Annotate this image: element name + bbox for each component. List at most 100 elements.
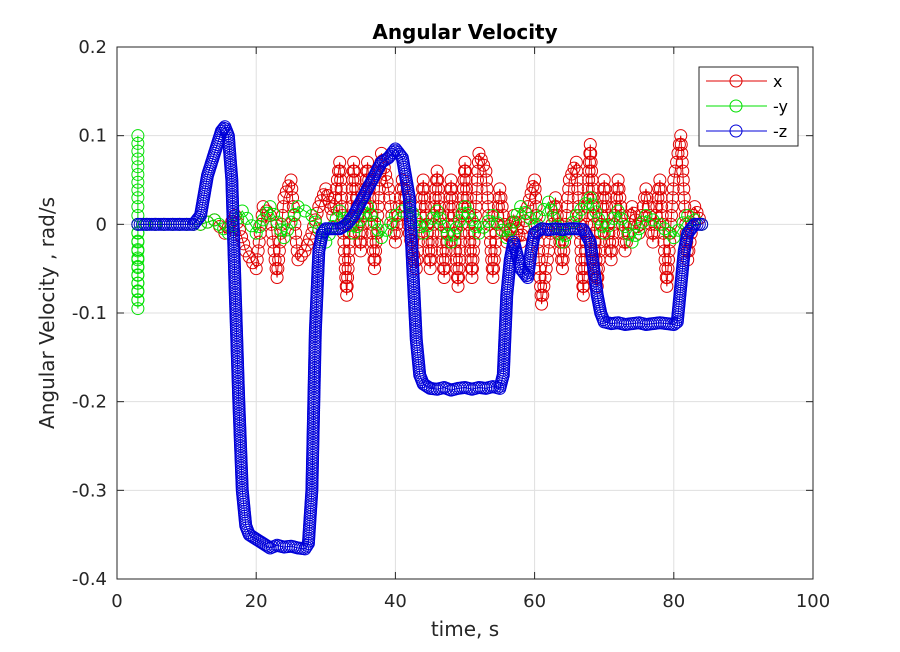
data-point (597, 226, 611, 240)
data-point (589, 205, 603, 219)
data-point (285, 182, 299, 196)
data-point (260, 539, 274, 553)
data-point (421, 219, 435, 233)
data-point (465, 271, 479, 285)
data-point (452, 271, 466, 285)
data-point (372, 191, 386, 205)
data-point (489, 235, 503, 249)
data-point (131, 268, 145, 282)
data-point (460, 191, 474, 205)
data-point (267, 207, 281, 221)
data-point (207, 213, 221, 227)
data-point (459, 173, 473, 187)
data-point (639, 182, 653, 196)
data-point (583, 191, 597, 205)
data-point (569, 155, 583, 169)
data-point (298, 204, 312, 218)
data-point (481, 200, 495, 214)
data-point (449, 253, 463, 267)
data-point (277, 231, 291, 245)
data-point (131, 144, 145, 158)
data-point (260, 206, 274, 220)
data-point (263, 200, 277, 214)
data-point (330, 173, 344, 187)
data-point (444, 235, 458, 249)
data-point (347, 155, 361, 169)
data-point (594, 226, 608, 240)
data-point (277, 191, 291, 205)
data-point (528, 182, 542, 196)
data-point (676, 164, 690, 178)
x-tick-label: 0 (111, 591, 122, 612)
data-point (271, 262, 285, 276)
data-point (677, 182, 691, 196)
data-point (131, 276, 145, 290)
data-point (584, 146, 598, 160)
data-point (341, 262, 355, 276)
data-point (431, 173, 445, 187)
data-point (612, 182, 626, 196)
data-point (368, 262, 382, 276)
data-point (432, 191, 446, 205)
data-point (289, 226, 303, 240)
data-point (131, 152, 145, 166)
data-point (369, 244, 383, 258)
data-point (265, 226, 279, 240)
data-point (466, 253, 480, 267)
data-point (270, 271, 284, 285)
data-point (611, 204, 625, 218)
data-point (658, 253, 672, 267)
data-point (131, 285, 145, 299)
data-point (267, 244, 281, 258)
data-point (582, 164, 596, 178)
data-point (282, 179, 296, 193)
data-point (212, 217, 226, 231)
data-point (384, 200, 398, 214)
data-point (651, 191, 665, 205)
data-point (235, 204, 249, 218)
data-point (567, 161, 581, 175)
x-tick-label: 80 (662, 591, 685, 612)
data-point (383, 191, 397, 205)
data-point (557, 244, 571, 258)
data-point (507, 215, 521, 229)
data-point (444, 173, 458, 187)
data-point (484, 244, 498, 258)
data-point (562, 182, 576, 196)
x-tick-label: 100 (796, 591, 830, 612)
data-point (606, 226, 620, 240)
data-point (428, 191, 442, 205)
data-point (671, 146, 685, 160)
series--z (131, 120, 709, 556)
data-point (585, 182, 599, 196)
data-point (599, 191, 613, 205)
data-point (576, 288, 590, 302)
data-point (333, 155, 347, 169)
data-point (425, 235, 439, 249)
data-point (426, 226, 440, 240)
data-point (611, 173, 625, 187)
data-point (131, 200, 145, 214)
data-point (390, 217, 404, 231)
y-axis-label: Angular Velocity , rad/s (35, 197, 59, 429)
data-point (622, 227, 636, 241)
data-point (424, 244, 438, 258)
data-point (284, 173, 298, 187)
data-point (281, 223, 295, 237)
data-point (131, 259, 145, 273)
data-point (666, 182, 680, 196)
data-point (274, 223, 288, 237)
data-point (662, 253, 676, 267)
data-point (640, 191, 654, 205)
data-point (667, 231, 681, 245)
data-point (345, 182, 359, 196)
data-point (437, 271, 451, 285)
data-point (688, 200, 702, 214)
data-point (561, 191, 575, 205)
data-point (613, 191, 627, 205)
chart-title: Angular Velocity (372, 20, 557, 44)
data-point (535, 297, 549, 311)
data-point (290, 244, 304, 258)
data-point (467, 226, 481, 240)
data-point (610, 191, 624, 205)
